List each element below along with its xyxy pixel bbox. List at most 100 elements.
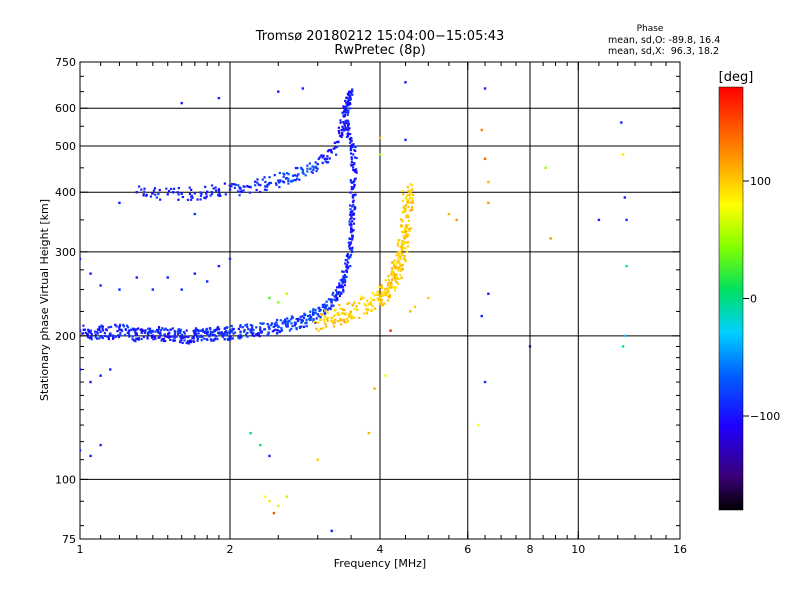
data-point	[118, 323, 122, 326]
data-point	[347, 126, 350, 130]
data-point	[338, 294, 341, 298]
data-point	[402, 219, 405, 222]
data-point	[324, 322, 327, 326]
data-point	[380, 294, 383, 298]
data-point	[168, 331, 171, 334]
data-point	[325, 325, 328, 328]
grid-lines	[80, 62, 680, 539]
data-point	[302, 325, 305, 328]
data-point	[151, 329, 154, 332]
data-point	[312, 318, 315, 321]
data-point	[251, 333, 254, 336]
data-point	[182, 331, 186, 334]
data-point	[397, 260, 401, 263]
data-point	[351, 234, 354, 237]
data-point	[411, 188, 414, 191]
data-point	[343, 275, 346, 278]
data-point	[243, 185, 246, 188]
data-point	[259, 183, 262, 187]
data-point	[203, 337, 206, 340]
x-tick-label: 4	[377, 543, 384, 556]
data-point	[339, 121, 342, 124]
data-point	[330, 151, 333, 154]
data-point	[342, 127, 345, 130]
data-point	[290, 322, 293, 325]
data-point	[349, 230, 353, 234]
data-point	[198, 329, 202, 332]
data-point	[135, 328, 138, 331]
data-point	[387, 275, 390, 278]
data-point	[402, 231, 405, 234]
data-point	[293, 174, 297, 177]
data-point	[143, 331, 147, 334]
data-point	[483, 87, 487, 90]
data-point	[339, 317, 342, 321]
data-point	[89, 336, 92, 339]
data-point	[400, 220, 404, 223]
data-point	[274, 324, 277, 327]
data-point	[340, 323, 343, 326]
data-point	[350, 248, 353, 251]
data-point	[80, 449, 82, 452]
data-point	[169, 338, 172, 342]
data-point	[324, 307, 327, 310]
data-point	[266, 323, 269, 326]
data-point	[279, 319, 282, 322]
data-point	[392, 264, 396, 267]
y-tick-label: 750	[55, 56, 76, 69]
data-point	[341, 286, 345, 289]
data-point	[291, 179, 294, 182]
data-point	[342, 290, 345, 293]
data-point	[267, 333, 270, 336]
data-point	[353, 208, 356, 211]
data-point	[351, 196, 355, 199]
data-point	[348, 103, 351, 106]
x-tick-label: 2	[227, 543, 234, 556]
data-point	[397, 257, 400, 260]
data-point	[226, 331, 229, 335]
data-points	[80, 81, 628, 533]
data-point	[214, 186, 217, 189]
data-point	[159, 332, 162, 335]
data-point	[342, 308, 346, 312]
data-point	[137, 336, 140, 340]
data-point	[131, 338, 134, 341]
data-point	[177, 328, 180, 331]
data-point	[348, 243, 351, 247]
data-point	[324, 309, 327, 312]
data-point	[185, 335, 188, 338]
data-point	[308, 317, 311, 321]
data-point	[205, 280, 209, 283]
data-point	[373, 387, 376, 390]
data-point	[238, 334, 241, 337]
data-point	[405, 235, 408, 238]
data-point	[213, 328, 216, 332]
data-point	[399, 258, 402, 261]
data-point	[329, 299, 333, 303]
data-point	[295, 326, 298, 330]
data-point	[136, 337, 139, 341]
data-point	[408, 227, 411, 231]
data-point	[346, 253, 349, 256]
data-point	[249, 323, 253, 327]
data-point	[339, 286, 342, 289]
data-point	[411, 199, 414, 202]
data-point	[282, 175, 285, 179]
data-point	[337, 292, 340, 295]
data-point	[183, 332, 186, 335]
y-tick-label: 200	[55, 330, 76, 343]
data-point	[290, 327, 293, 331]
data-point	[208, 335, 211, 338]
data-point	[297, 173, 300, 176]
data-point	[103, 331, 106, 335]
data-point	[344, 126, 347, 130]
data-point	[375, 293, 379, 296]
data-point	[348, 94, 352, 98]
data-point	[347, 241, 350, 244]
data-point	[350, 317, 353, 320]
data-point	[401, 189, 404, 192]
data-point	[384, 279, 387, 282]
data-point	[271, 330, 274, 333]
data-point	[241, 326, 244, 329]
data-point	[294, 322, 297, 325]
